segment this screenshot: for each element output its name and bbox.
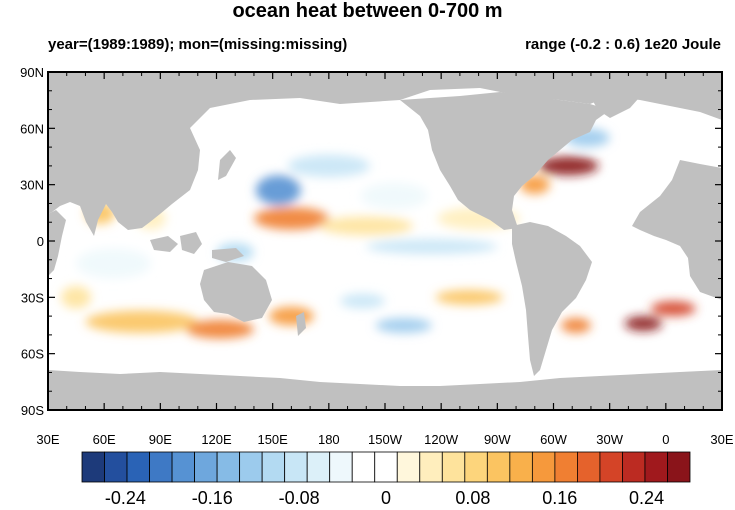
colorbar-swatch	[261, 451, 286, 483]
lon-tick-label: 150E	[257, 432, 288, 447]
landmass-greenland	[560, 72, 646, 118]
colorbar-swatch	[239, 451, 263, 483]
colorbar-swatch	[81, 451, 105, 483]
colorbar-swatch	[464, 451, 488, 483]
colorbar-swatch	[554, 451, 578, 483]
colorbar-swatch	[284, 451, 308, 483]
anomaly-region	[255, 175, 301, 206]
lat-tick-label: 60S	[21, 347, 44, 362]
colorbar-swatch	[599, 451, 623, 483]
lon-tick-label: 0	[662, 432, 669, 447]
anomaly-region	[268, 306, 314, 326]
landmass-antarctica	[48, 370, 722, 410]
colorbar-tick-label: 0.16	[542, 488, 577, 508]
anomaly-region	[538, 156, 599, 176]
lon-tick-label: 30E	[36, 432, 59, 447]
colorbar-swatch	[171, 451, 195, 483]
colorbar-tick-label: -0.16	[192, 488, 233, 508]
colorbar-swatch	[644, 451, 668, 483]
landmass-new-guinea	[212, 248, 244, 262]
landmass-africa-east	[632, 160, 722, 300]
anomaly-region	[375, 317, 432, 334]
lat-tick-label: 60N	[20, 121, 44, 136]
lon-tick-label: 150W	[368, 432, 403, 447]
anomaly-region	[186, 319, 254, 339]
anomaly-region	[624, 316, 663, 332]
lat-tick-label: 90N	[20, 65, 44, 80]
anomaly-region	[650, 301, 696, 317]
anomaly-region	[340, 293, 385, 309]
colorbar-swatch	[622, 451, 646, 483]
landmass-borneo	[180, 232, 202, 254]
anomaly-region	[319, 216, 414, 236]
anomaly-region	[85, 310, 198, 334]
anomaly-layer	[61, 128, 696, 339]
colorbar-swatch	[509, 451, 533, 483]
map-title: ocean heat between 0-700 m	[232, 0, 503, 22]
colorbar-swatch	[351, 451, 376, 483]
colorbar-tick-label: -0.08	[279, 488, 320, 508]
colorbar-swatch	[149, 451, 173, 483]
anomaly-region	[366, 239, 498, 255]
landmass-japan	[218, 150, 236, 180]
colorbar: -0.24 -0.16 -0.08 0 0.08 0.16 0.24	[81, 451, 691, 508]
colorbar-tick-label: 0.08	[455, 488, 490, 508]
colorbar-swatch	[486, 451, 511, 483]
lat-tick-label: 30S	[21, 290, 44, 305]
lon-tick-label: 60E	[93, 432, 116, 447]
subtitle-left: year=(1989:1989); mon=(missing:missing)	[48, 36, 348, 53]
lat-tick-label: 30N	[20, 178, 44, 193]
landmass-indonesia	[150, 236, 178, 252]
colorbar-swatch	[126, 451, 150, 483]
colorbar-swatch	[419, 451, 443, 483]
landmass-australia	[200, 262, 272, 322]
colorbar-swatch	[329, 451, 353, 483]
colorbar-swatch	[194, 451, 218, 483]
landmass-eurasia	[48, 72, 722, 236]
colorbar-swatch	[531, 451, 556, 483]
land-layer	[48, 72, 722, 410]
lon-tick-label: 30W	[596, 432, 623, 447]
lon-tick-label: 120W	[424, 432, 459, 447]
colorbar-swatch	[577, 451, 601, 483]
anomaly-region	[360, 182, 429, 210]
anomaly-region	[76, 248, 151, 279]
colorbar-swatch	[104, 451, 128, 483]
landmass-new-zealand	[296, 312, 306, 336]
subtitle-right: range (-0.2 : 0.6) 1e20 Joule	[525, 36, 721, 53]
landmass-africa	[48, 210, 66, 276]
landmass-south-america	[512, 222, 592, 376]
colorbar-tick-label: 0.24	[629, 488, 664, 508]
colorbar-tick-label: -0.24	[105, 488, 146, 508]
lon-tick-label: 60W	[540, 432, 567, 447]
lon-tick-label: 180	[318, 432, 340, 447]
anomaly-region	[287, 154, 371, 178]
colorbar-swatch	[667, 451, 691, 483]
lat-tick-label: 0	[37, 234, 44, 249]
anomaly-region	[435, 289, 503, 305]
landmass-north-america	[400, 92, 610, 230]
colorbar-swatch	[374, 451, 398, 483]
colorbar-swatch	[441, 451, 466, 483]
colorbar-swatch	[216, 451, 241, 483]
lon-tick-label: 90W	[484, 432, 511, 447]
colorbar-tick-label: 0	[381, 488, 391, 508]
colorbar-swatch	[306, 451, 331, 483]
colorbar-swatch	[396, 451, 421, 483]
anomaly-region	[253, 207, 329, 230]
lon-tick-label: 30E	[710, 432, 733, 447]
axes-layer: 90N 60N 30N 0 30S 60S 90S 30E 60E 90E 120E 150E 180 1…	[20, 65, 734, 447]
lat-tick-label: 90S	[21, 403, 44, 418]
anomaly-region	[61, 286, 92, 309]
anomaly-region	[560, 317, 591, 334]
lon-tick-label: 120E	[201, 432, 232, 447]
lon-tick-label: 90E	[149, 432, 172, 447]
